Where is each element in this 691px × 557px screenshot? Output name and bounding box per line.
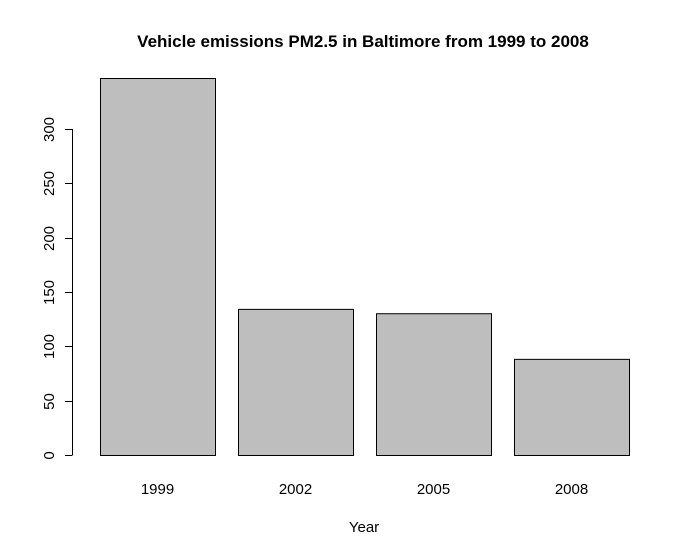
- x-axis-title: Year: [349, 519, 379, 536]
- bar-2002: [238, 308, 354, 456]
- y-tick-label-150: 150: [41, 280, 58, 305]
- chart-title: Vehicle emissions PM2.5 in Baltimore fro…: [137, 32, 589, 51]
- bar-1999: [100, 78, 216, 456]
- y-tick-label-300: 300: [41, 117, 58, 142]
- y-tick-label-50: 50: [41, 393, 58, 410]
- x-tick-label-2002: 2002: [279, 481, 312, 498]
- x-tick-label-2008: 2008: [555, 481, 588, 498]
- y-tick-label-100: 100: [41, 334, 58, 359]
- bars-layer: [100, 78, 630, 457]
- bar-2005: [376, 313, 492, 457]
- y-tick-label-0: 0: [41, 451, 58, 459]
- x-tick-label-2005: 2005: [417, 481, 450, 498]
- bar-2008: [514, 358, 630, 456]
- x-axis-labels: 1999 2002 2005 2008: [141, 481, 588, 498]
- y-tick-label-250: 250: [41, 171, 58, 196]
- y-tick-label-200: 200: [41, 226, 58, 251]
- y-axis: 0 50 100 150 200 250 300: [41, 117, 73, 460]
- x-tick-label-1999: 1999: [141, 481, 174, 498]
